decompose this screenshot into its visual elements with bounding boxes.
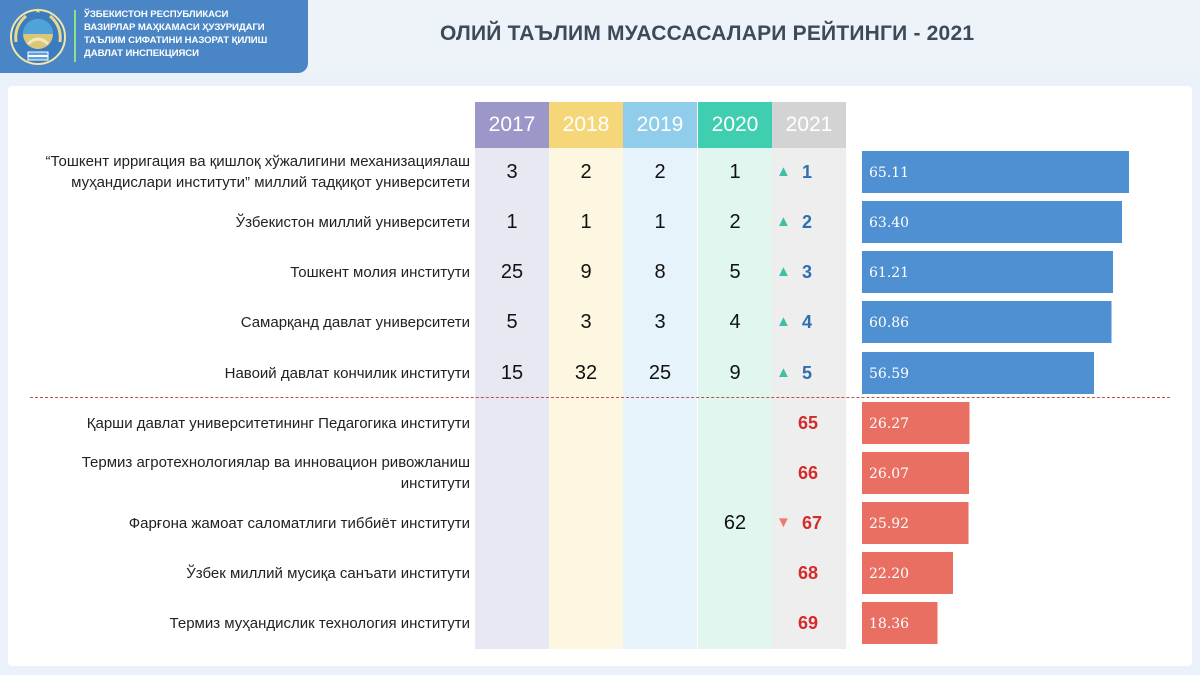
institution-label-line: Ўзбекистон миллий университети: [235, 213, 470, 231]
column-header-2020: 2020: [698, 102, 772, 148]
rank-cell-2021: 68: [798, 563, 819, 583]
rank-cell-2021: 69: [798, 613, 819, 633]
rank-cell-2017: 15: [500, 362, 524, 384]
trend-up-icon: ▲: [776, 263, 791, 280]
rank-cell-2017: 1: [506, 211, 518, 233]
institution-label-line: Тошкент молия институти: [290, 263, 470, 281]
column-header-2018: 2018: [549, 102, 623, 148]
institution-label-line: Ўзбек миллий мусиқа санъати институти: [186, 564, 470, 582]
org-line: ДАВЛАТ ИНСПЕКЦИЯСИ: [84, 48, 199, 59]
rank-cell-2020: 9: [729, 362, 741, 384]
org-line: ЎЗБЕКИСТОН РЕСПУБЛИКАСИ: [84, 9, 229, 20]
rank-cell-2020: 5: [729, 261, 741, 283]
institution-label-line: Термиз агротехнологиялар ва инновацион р…: [81, 454, 470, 471]
column-header-2021: 2021: [772, 102, 846, 148]
org-line: ВАЗИРЛАР МАҲКАМАСИ ҲУЗУРИДАГИ: [84, 22, 265, 33]
org-divider: [74, 10, 76, 62]
column-header-2017: 2017: [475, 102, 549, 148]
institution-label: “Тошкент ирригация ва қишлоқ хўжалигини …: [45, 151, 470, 193]
trend-up-icon: ▲: [776, 313, 791, 330]
rank-cell-2021: 4: [802, 312, 813, 332]
rank-cell-2019: 1: [654, 211, 666, 233]
institution-label: Ўзбек миллий мусиқа санъати институти: [186, 563, 470, 584]
rank-cell-2021: 2: [802, 212, 813, 232]
institution-label: Навоий давлат кончилик институти: [225, 363, 470, 384]
rank-cell-2018: 3: [580, 311, 592, 333]
institution-label: Тошкент молия институти: [290, 262, 470, 283]
rank-cell-2018: 2: [580, 161, 592, 183]
rank-cell-2021: 65: [798, 413, 819, 433]
column-band-2018: [549, 102, 623, 649]
column-band-2020: [698, 102, 772, 649]
rank-cell-2019: 2: [654, 161, 666, 183]
rank-cell-2021: 66: [798, 463, 819, 483]
trend-up-icon: ▲: [776, 213, 791, 230]
institution-label: Қарши давлат университетининг Педагогика…: [87, 413, 470, 434]
rank-cell-2021: 5: [802, 363, 813, 383]
rank-cell-2018: 9: [580, 261, 592, 283]
org-line: ТАЪЛИМ СИФАТИНИ НАЗОРАТ ҚИЛИШ: [84, 35, 268, 46]
column-band-2017: [475, 102, 549, 649]
rank-cell-2019: 25: [648, 362, 672, 384]
rank-cell-2019: 8: [654, 261, 666, 283]
column-band-2021: [772, 102, 846, 649]
institution-label: Фарғона жамоат саломатлиги тиббиёт инсти…: [129, 513, 470, 534]
page-title: ОЛИЙ ТАЪЛИМ МУАССАСАЛАРИ РЕЙТИНГИ - 2021: [440, 22, 975, 45]
rank-cell-2017: 3: [506, 161, 518, 183]
institution-label-line: институти: [400, 475, 470, 492]
top-bottom-divider: [30, 397, 1170, 398]
organization-name: ЎЗБЕКИСТОН РЕСПУБЛИКАСИ ВАЗИРЛАР МАҲКАМА…: [84, 8, 304, 60]
rank-cell-2017: 25: [500, 261, 524, 283]
rank-cell-2018: 32: [574, 362, 598, 384]
institution-label: Термиз агротехнологиялар ва инновацион р…: [82, 452, 470, 494]
institution-label: Термиз муҳандислик технология институти: [170, 613, 470, 634]
state-emblem-icon: [10, 8, 66, 65]
rank-cell-2020: 1: [729, 161, 741, 183]
rank-cell-2021: 1: [802, 162, 813, 182]
trend-up-icon: ▲: [776, 364, 791, 381]
trend-down-icon: ▼: [776, 514, 791, 531]
rank-cell-2017: 5: [506, 311, 518, 333]
column-header-2019: 2019: [623, 102, 697, 148]
institution-label: Самарқанд давлат университети: [241, 312, 470, 333]
institution-label-line: муҳандислари институти” миллий тадқиқот …: [71, 174, 470, 191]
institution-label-line: Қарши давлат университетининг Педагогика…: [86, 414, 470, 432]
institution-label-line: “Тошкент ирригация ва қишлоқ хўжалигини …: [45, 153, 470, 170]
institution-label-line: Навоий давлат кончилик институти: [224, 364, 470, 382]
column-band-2019: [623, 102, 697, 649]
rank-cell-2018: 1: [580, 211, 592, 233]
institution-label-line: Фарғона жамоат саломатлиги тиббиёт инсти…: [128, 514, 470, 532]
rank-cell-2020: 62: [723, 512, 747, 534]
institution-label-line: Самарқанд давлат университети: [240, 313, 470, 331]
rank-cell-2019: 3: [654, 311, 666, 333]
institution-label-line: Термиз муҳандислик технология институти: [169, 614, 470, 632]
rank-cell-2021: 3: [802, 262, 813, 282]
rank-cell-2020: 4: [729, 311, 741, 333]
trend-up-icon: ▲: [776, 163, 791, 180]
rank-cell-2020: 2: [729, 211, 741, 233]
organization-block: ЎЗБЕКИСТОН РЕСПУБЛИКАСИ ВАЗИРЛАР МАҲКАМА…: [0, 0, 308, 73]
institution-label: Ўзбекистон миллий университети: [236, 212, 470, 233]
rank-cell-2021: 67: [802, 513, 823, 533]
